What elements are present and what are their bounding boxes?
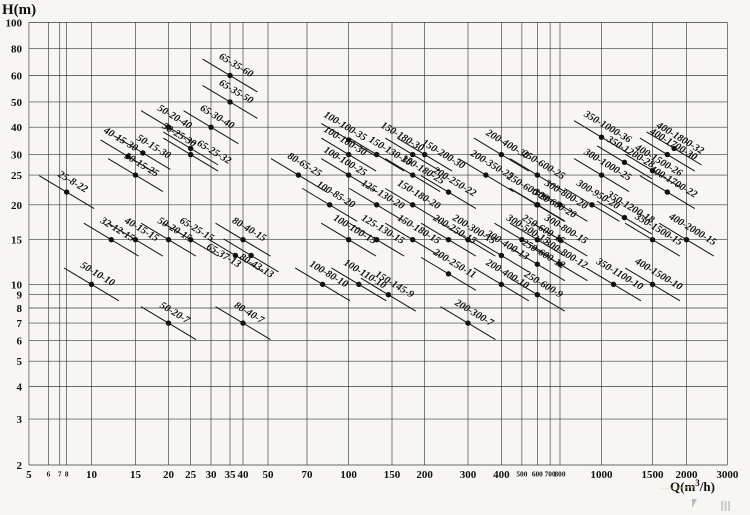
svg-text:80: 80 [11, 44, 23, 56]
svg-text:25: 25 [185, 469, 197, 481]
svg-text:3: 3 [17, 414, 23, 426]
svg-text:50: 50 [263, 469, 275, 481]
svg-text:100: 100 [6, 17, 23, 29]
svg-text:300: 300 [460, 469, 477, 481]
svg-text:3000: 3000 [716, 469, 739, 481]
svg-text:150: 150 [384, 469, 401, 481]
svg-text:200: 200 [416, 469, 433, 481]
svg-text:8: 8 [65, 470, 69, 479]
svg-text:1000: 1000 [591, 469, 614, 481]
svg-text:7: 7 [17, 318, 23, 330]
svg-text:4: 4 [17, 382, 23, 394]
svg-text:7: 7 [58, 470, 62, 479]
svg-text:H(m): H(m) [2, 2, 36, 18]
svg-text:2000: 2000 [676, 469, 699, 481]
svg-text:25: 25 [11, 170, 23, 182]
svg-text:20: 20 [11, 200, 23, 212]
svg-text:50: 50 [11, 97, 23, 109]
svg-text:2: 2 [17, 460, 23, 472]
svg-text:400: 400 [493, 469, 510, 481]
svg-text:10: 10 [86, 469, 98, 481]
svg-text:40: 40 [11, 122, 23, 134]
svg-text:30: 30 [206, 469, 218, 481]
svg-text:6: 6 [47, 470, 51, 479]
svg-text:1500: 1500 [642, 469, 665, 481]
svg-text:8: 8 [17, 303, 23, 315]
svg-text:6: 6 [17, 336, 23, 348]
svg-text:30: 30 [11, 150, 23, 162]
svg-text:5: 5 [26, 469, 32, 481]
svg-text:70: 70 [302, 469, 314, 481]
svg-text:500: 500 [516, 470, 527, 479]
svg-text:60: 60 [11, 71, 23, 83]
svg-text:15: 15 [130, 469, 142, 481]
svg-text:100: 100 [340, 469, 357, 481]
svg-text:800: 800 [555, 470, 566, 479]
svg-text:600: 600 [532, 470, 543, 479]
svg-text:40: 40 [238, 469, 250, 481]
svg-text:35: 35 [225, 469, 237, 481]
svg-text:20: 20 [163, 469, 175, 481]
svg-text:15: 15 [11, 235, 23, 247]
svg-text:9: 9 [17, 290, 23, 302]
svg-text:5: 5 [17, 356, 23, 368]
